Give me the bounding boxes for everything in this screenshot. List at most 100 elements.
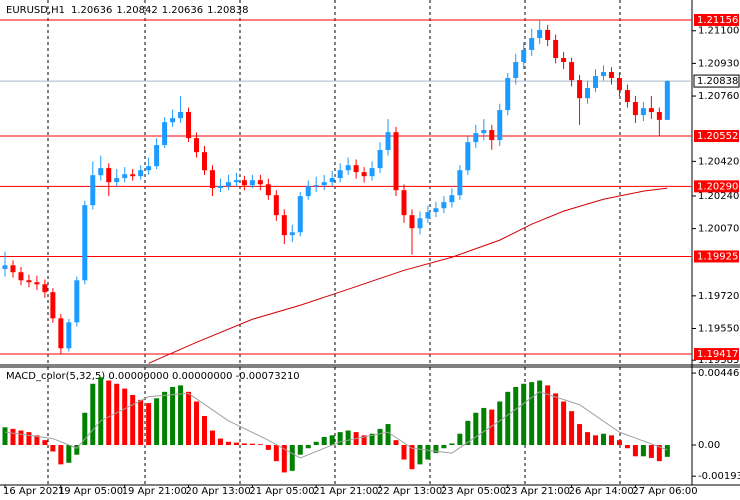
histogram-bar — [281, 445, 287, 473]
x-tick-label: 19 Apr 21:00 — [122, 486, 187, 497]
candle-body — [489, 130, 495, 141]
histogram-bar — [106, 380, 112, 446]
candle-body — [297, 196, 303, 233]
y-tick-label: 1.21100 — [698, 26, 739, 37]
candle-body — [553, 39, 559, 59]
y-tick-label: 1.19550 — [698, 324, 739, 335]
level-box — [694, 348, 739, 361]
histogram-bar — [361, 435, 367, 446]
histogram-bar — [74, 445, 80, 455]
histogram-bar — [217, 438, 223, 446]
candle-body — [377, 150, 383, 169]
level-label: 1.19417 — [697, 349, 738, 360]
candle-body — [497, 110, 503, 141]
histogram-bar — [202, 416, 207, 446]
level-label: 1.20552 — [697, 131, 738, 142]
moving-average — [148, 187, 668, 364]
candle-body — [664, 81, 670, 120]
histogram-bar — [648, 445, 654, 458]
histogram-bar — [146, 403, 152, 446]
histogram-bar — [561, 401, 567, 446]
histogram-bar — [313, 441, 319, 446]
y-tick-label: 1.20930 — [698, 58, 739, 69]
histogram-bar — [66, 445, 72, 463]
histogram-bar — [162, 391, 168, 446]
histogram-bar — [529, 382, 535, 446]
signal-line — [4, 391, 668, 459]
candle-body — [2, 265, 8, 269]
histogram-bar — [233, 442, 239, 446]
histogram-bar — [457, 433, 463, 446]
candle-body — [433, 208, 439, 213]
histogram-bar — [26, 432, 32, 446]
histogram-bar — [385, 424, 391, 446]
histogram-bar — [441, 445, 447, 449]
candle-body — [26, 280, 32, 283]
candle-body — [601, 72, 606, 77]
histogram-bar — [521, 383, 527, 446]
candle-body — [593, 76, 599, 88]
candle-body — [209, 170, 215, 189]
histogram-bar — [265, 445, 271, 450]
x-tick-label: 21 Apr 21:00 — [313, 486, 378, 497]
histogram-bar — [90, 383, 96, 446]
histogram-bar — [545, 385, 551, 446]
candle-body — [194, 138, 200, 153]
histogram-bar — [321, 436, 327, 446]
candle-body — [98, 168, 104, 176]
histogram-bar — [505, 391, 511, 446]
candle-body — [585, 87, 591, 99]
histogram-bar — [393, 440, 399, 446]
candle-body — [345, 165, 351, 171]
histogram-bar — [656, 445, 662, 462]
candle-body — [329, 178, 335, 183]
candle-body — [465, 142, 471, 171]
histogram-bar — [42, 440, 48, 446]
candle-body — [353, 165, 359, 173]
histogram-bar — [194, 401, 200, 446]
candle-body — [34, 282, 40, 285]
candle-body — [10, 265, 16, 273]
histogram-bar — [241, 443, 247, 446]
candle-body — [361, 172, 367, 177]
histogram-bar — [569, 411, 575, 446]
histogram-bar — [632, 445, 638, 457]
candle-body — [217, 186, 223, 189]
histogram-bar — [640, 445, 646, 457]
y-tick-label: 1.20240 — [698, 191, 739, 202]
y-tick-label: 1.19385 — [698, 355, 739, 366]
candle-body — [90, 175, 96, 206]
histogram-bar — [664, 445, 670, 457]
candle-body — [58, 318, 64, 349]
level-box — [694, 130, 739, 143]
level-label: 1.21156 — [697, 15, 738, 26]
histogram-bar — [178, 385, 184, 446]
histogram-bar — [481, 407, 487, 446]
candle-body — [321, 182, 327, 186]
candle-body — [42, 284, 48, 293]
candle-body — [305, 186, 311, 197]
header-close: 1.20838 — [207, 5, 248, 16]
candle-body — [289, 232, 295, 236]
x-tick-label: 23 Apr 05:00 — [441, 486, 506, 497]
histogram-bar — [593, 435, 599, 446]
candle-body — [425, 212, 431, 219]
level-box — [694, 250, 739, 263]
candle-body — [257, 180, 263, 185]
x-tick-label: 20 Apr 13:00 — [186, 486, 251, 497]
histogram-bar — [417, 445, 423, 465]
candle-body — [441, 202, 447, 209]
histogram-bar — [553, 393, 559, 446]
level-box — [694, 180, 739, 193]
candle-body — [154, 145, 160, 167]
y-tick-label: 0.0044634 — [698, 368, 740, 379]
candle-body — [337, 170, 343, 179]
histogram-bar — [425, 445, 431, 460]
histogram-bar — [345, 430, 351, 446]
histogram-bar — [50, 445, 56, 452]
histogram-bar — [489, 409, 495, 446]
candle-body — [561, 58, 567, 63]
candle-body — [545, 29, 551, 40]
x-tick-label: 23 Apr 21:00 — [505, 486, 570, 497]
